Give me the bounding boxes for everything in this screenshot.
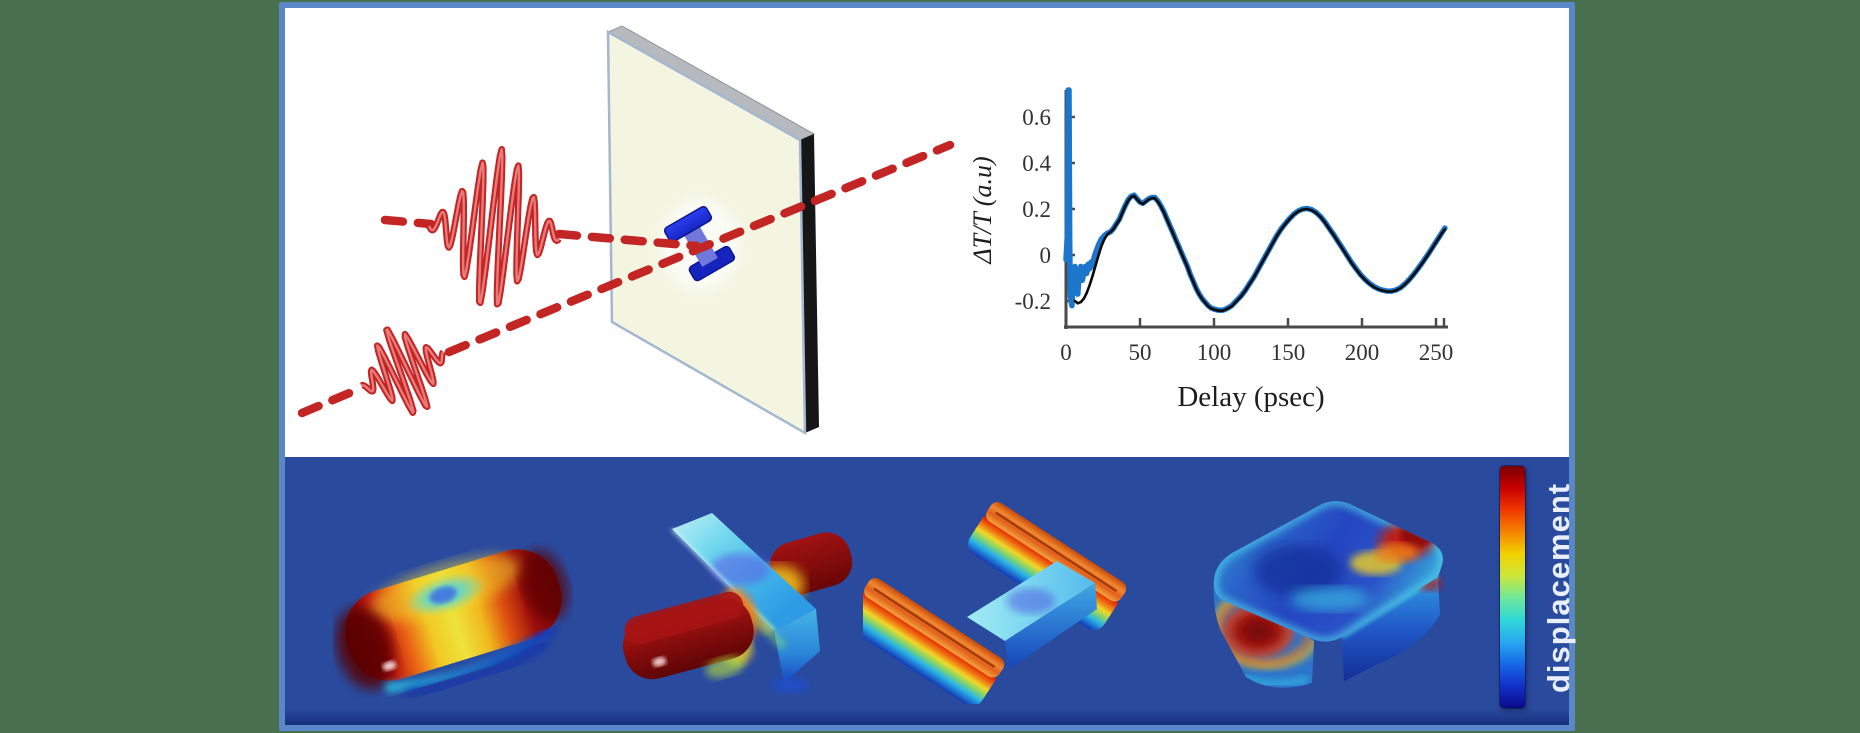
- simulation-panel: displacement: [285, 457, 1576, 725]
- wavepacket-core: [427, 148, 561, 306]
- x-tick-label: 0: [1060, 340, 1072, 365]
- fit-curve: [1073, 194, 1447, 312]
- x-tick-label: 150: [1271, 340, 1306, 365]
- y-tick-label: 0.6: [1022, 105, 1051, 130]
- h-mode-body: [863, 502, 1127, 704]
- pump-beam-dash: [554, 229, 702, 251]
- x-tick-label: 100: [1197, 340, 1232, 365]
- y-axis-label: ΔT/T (a.u): [968, 156, 997, 264]
- slab-mode-body: [1213, 501, 1443, 688]
- cross-mode-body: [622, 513, 853, 693]
- x-axis-label: Delay (psec): [1177, 381, 1324, 413]
- wavepacket-outline: [359, 326, 447, 416]
- pump-beam-dash: [380, 215, 436, 229]
- wavepacket-core: [360, 328, 445, 414]
- colorbar-label: displacement: [1541, 482, 1576, 693]
- curve-group: [1063, 87, 1448, 313]
- y-tick-label: 0.2: [1022, 197, 1051, 222]
- y-tick-label: 0.4: [1022, 151, 1051, 176]
- probe-pulse-wavepacket: [359, 326, 447, 416]
- wavepacket-outline: [426, 146, 562, 308]
- y-tick-group: 0.6 0.4 0.2 0 -0.2: [1015, 105, 1075, 314]
- experiment-schematic-panel: 0 50 100 150 200 250 0.6 0.4 0.2 0 -0.2 Delay (ps…: [285, 8, 1569, 457]
- simulation-shape-h: [863, 502, 1127, 704]
- x-tick-label: 200: [1345, 340, 1380, 365]
- transient-transmission-plot: 0 50 100 150 200 250 0.6 0.4 0.2 0 -0.2 Delay (ps…: [968, 87, 1453, 413]
- x-tick-label: 250: [1419, 340, 1454, 365]
- displacement-colorbar: [1500, 466, 1525, 708]
- x-tick-label: 50: [1129, 340, 1152, 365]
- bar-mode-body: [335, 549, 569, 696]
- simulation-shape-cross: [622, 513, 853, 693]
- pump-pulse-wavepacket: [426, 146, 562, 308]
- schematic-canvas: 0 50 100 150 200 250 0.6 0.4 0.2 0 -0.2 Delay (ps…: [297, 25, 1453, 436]
- simulation-shape-bar: [335, 549, 569, 696]
- probe-beam-dash: [297, 384, 364, 418]
- simulation-shape-slab: [1213, 501, 1443, 688]
- x-tick-group: 0 50 100 150 200 250: [1060, 318, 1453, 365]
- probe-transmitted-dash: [444, 140, 955, 357]
- nanostructure-top-flange: [663, 206, 713, 243]
- laser-beams: [297, 140, 955, 418]
- panel-bottom-shade: [285, 709, 1569, 725]
- y-tick-label: -0.2: [1015, 289, 1051, 314]
- figure-frame: 0 50 100 150 200 250 0.6 0.4 0.2 0 -0.2 Delay (ps…: [279, 2, 1576, 731]
- y-tick-label: 0: [1040, 243, 1052, 268]
